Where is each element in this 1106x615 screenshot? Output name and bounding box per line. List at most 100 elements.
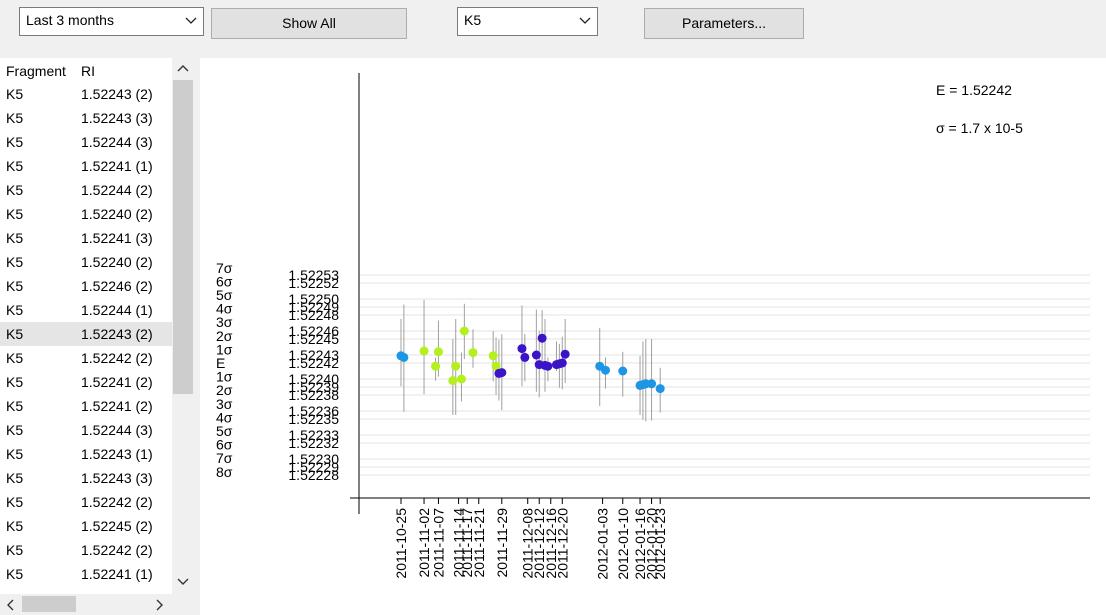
cell-ri: 1.52244 (3) bbox=[81, 422, 153, 438]
y-tick-label: 1.52235 bbox=[288, 411, 339, 427]
cell-fragment: K5 bbox=[6, 350, 24, 366]
cell-ri: 1.52246 (2) bbox=[81, 278, 153, 294]
list-item[interactable]: K5 1.52243 (2) bbox=[0, 82, 172, 106]
cell-ri: 1.52241 (3) bbox=[81, 230, 153, 246]
list-item[interactable]: K5 1.52243 (3) bbox=[0, 466, 172, 490]
cell-fragment: K5 bbox=[6, 278, 24, 294]
list-item[interactable]: K5 1.52241 (2) bbox=[0, 370, 172, 394]
cell-fragment: K5 bbox=[6, 158, 24, 174]
list-item[interactable]: K5 1.52243 (1) bbox=[0, 442, 172, 466]
x-tick-label: 2011-11-21 bbox=[471, 508, 487, 578]
x-tick-label: 2012-01-20 bbox=[644, 508, 660, 580]
list-item[interactable]: K5 1.52241 (1) bbox=[0, 154, 172, 178]
vertical-scroll-thumb[interactable] bbox=[173, 80, 193, 394]
y-tick-label: 1.52245 bbox=[288, 331, 339, 347]
sigma-label: 2σ bbox=[216, 382, 233, 398]
show-all-button[interactable]: Show All bbox=[211, 8, 407, 39]
cell-ri: 1.52240 (2) bbox=[81, 206, 153, 222]
data-point bbox=[520, 352, 530, 362]
sigma-label: 2σ bbox=[216, 328, 233, 344]
cell-fragment: K5 bbox=[6, 326, 24, 342]
cell-fragment: K5 bbox=[6, 230, 24, 246]
cell-ri: 1.52242 (2) bbox=[81, 350, 153, 366]
chart-panel: 1.52253 1.52252 1.52250 1.52249 1.52248 1.522… bbox=[200, 58, 1106, 615]
cell-ri: 1.52241 (2) bbox=[81, 398, 153, 414]
cell-ri: 1.52244 (2) bbox=[81, 182, 153, 198]
x-tick-label: 2012-01-10 bbox=[615, 508, 631, 580]
cell-ri: 1.52241 (2) bbox=[81, 374, 153, 390]
cell-ri: 1.52244 (3) bbox=[81, 134, 153, 150]
cell-fragment: K5 bbox=[6, 566, 24, 582]
sigma-label: 8σ bbox=[216, 464, 233, 480]
column-header-ri[interactable]: RI bbox=[81, 63, 95, 79]
y-tick-label: 1.52240 bbox=[288, 371, 339, 387]
y-tick-label: 1.52242 bbox=[288, 355, 339, 371]
data-point bbox=[531, 350, 541, 360]
mean-annotation: E = 1.52242 bbox=[936, 82, 1012, 98]
cell-fragment: K5 bbox=[6, 134, 24, 150]
data-point bbox=[557, 358, 567, 368]
list-item[interactable]: K5 1.52244 (3) bbox=[0, 418, 172, 442]
sigma-label: E bbox=[216, 355, 225, 371]
parameters-button[interactable]: Parameters... bbox=[644, 8, 804, 39]
column-header-fragment[interactable]: Fragment bbox=[6, 63, 66, 79]
cell-ri: 1.52243 (2) bbox=[81, 326, 153, 342]
list-item[interactable]: K5 1.52242 (2) bbox=[0, 346, 172, 370]
list-item[interactable]: K5 1.52245 (2) bbox=[0, 514, 172, 538]
fragment-list[interactable]: Fragment RI K5 1.52243 (2) K5 1.52243 (3) K5… bbox=[0, 58, 196, 615]
list-item[interactable]: K5 1.52242 (2) bbox=[0, 538, 172, 562]
scroll-right-icon[interactable] bbox=[154, 598, 166, 612]
x-tick-label: 2012-01-03 bbox=[595, 508, 611, 580]
y-tick-label: 1.52236 bbox=[288, 403, 339, 419]
cell-fragment: K5 bbox=[6, 542, 24, 558]
horizontal-scrollbar[interactable] bbox=[0, 594, 196, 615]
list-item[interactable]: K5 1.52242 (2) bbox=[0, 490, 172, 514]
x-tick-label: 2011-11-29 bbox=[494, 508, 510, 578]
fragment-select[interactable]: K5 bbox=[457, 7, 598, 36]
y-tick-label: 1.52249 bbox=[288, 299, 339, 315]
cell-ri: 1.52244 (1) bbox=[81, 302, 153, 318]
data-point bbox=[468, 348, 478, 358]
x-tick-label: 2012-01-23 bbox=[652, 508, 668, 580]
x-tick-label: 2011-11-02 bbox=[416, 508, 432, 578]
y-tick-label: 1.52250 bbox=[288, 291, 339, 307]
list-item[interactable]: K5 1.52241 (2) bbox=[0, 394, 172, 418]
list-item[interactable]: K5 1.52244 (3) bbox=[0, 130, 172, 154]
list-item[interactable]: K5 1.52246 (2) bbox=[0, 274, 172, 298]
data-point bbox=[491, 361, 501, 371]
list-item[interactable]: K5 1.52241 (3) bbox=[0, 226, 172, 250]
list-item[interactable]: K5 1.52241 (1) bbox=[0, 562, 172, 586]
list-item[interactable]: K5 1.52244 (2) bbox=[0, 178, 172, 202]
y-tick-label: 1.52239 bbox=[288, 379, 339, 395]
x-tick-label: 2011-12-20 bbox=[554, 508, 570, 579]
cell-ri: 1.52243 (3) bbox=[81, 470, 153, 486]
data-point bbox=[543, 361, 553, 371]
cell-ri: 1.52243 (3) bbox=[81, 110, 153, 126]
scroll-up-icon[interactable] bbox=[176, 62, 190, 74]
data-point bbox=[459, 326, 469, 336]
x-tick-label: 2011-11-07 bbox=[430, 508, 446, 578]
list-item[interactable]: K5 1.52243 (3) bbox=[0, 106, 172, 130]
horizontal-scroll-thumb[interactable] bbox=[22, 596, 76, 612]
sigma-label: 4σ bbox=[216, 409, 233, 425]
cell-fragment: K5 bbox=[6, 446, 24, 462]
list-item[interactable]: K5 1.52240 (2) bbox=[0, 250, 172, 274]
period-select[interactable]: Last 3 months bbox=[19, 7, 204, 36]
y-tick-label: 1.52230 bbox=[288, 451, 339, 467]
cell-fragment: K5 bbox=[6, 206, 24, 222]
vertical-scrollbar[interactable] bbox=[172, 58, 196, 594]
data-point bbox=[517, 344, 527, 354]
scroll-down-icon[interactable] bbox=[176, 576, 190, 588]
data-point bbox=[399, 352, 409, 362]
list-item[interactable]: K5 1.52244 (1) bbox=[0, 298, 172, 322]
y-tick-label: 1.52252 bbox=[288, 275, 339, 291]
scroll-left-icon[interactable] bbox=[4, 598, 16, 612]
y-tick-label: 1.52238 bbox=[288, 387, 339, 403]
data-point bbox=[451, 361, 461, 371]
list-item[interactable]: K5 1.52243 (2) bbox=[0, 322, 172, 346]
list-header: Fragment RI bbox=[0, 58, 172, 82]
chevron-down-icon bbox=[185, 17, 197, 24]
list-item[interactable]: K5 1.52240 (2) bbox=[0, 202, 172, 226]
sigma-label: 3σ bbox=[216, 314, 233, 330]
cell-fragment: K5 bbox=[6, 110, 24, 126]
